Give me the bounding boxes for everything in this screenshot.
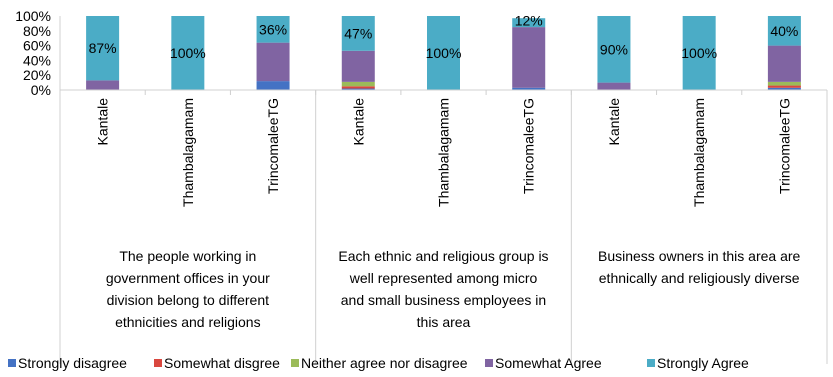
- legend-item: Strongly Agree: [647, 355, 749, 371]
- data-labels: 87% 100% 36% 47% 100% 12% 90% 100% 40%: [89, 12, 799, 61]
- y-tick-label: 60%: [23, 38, 51, 54]
- data-label: 12%: [515, 12, 543, 28]
- data-label: 40%: [770, 23, 798, 39]
- x-axis: Kantale Thambalagamam TrincomaleeTG The peo…: [59, 89, 828, 364]
- group-label: The people working in: [119, 248, 256, 264]
- data-label: 47%: [344, 25, 372, 41]
- x-category-label: Kantale: [350, 98, 366, 146]
- y-tick-label: 100%: [15, 8, 51, 24]
- bar-segment: [512, 27, 546, 88]
- legend: Strongly disagree Somewhat disgree Neither…: [8, 355, 749, 371]
- bar-segment: [512, 18, 546, 28]
- bar-segment: [86, 80, 120, 90]
- bar-segment: [767, 16, 801, 46]
- bar-segment: [767, 45, 801, 82]
- group-label: Each ethnic and religious group is: [338, 248, 548, 264]
- legend-item: Somewhat disgree: [154, 355, 280, 371]
- group-label: well represented among micro: [349, 270, 538, 286]
- bar-segment: [512, 87, 546, 90]
- group-label: and small business employees in: [341, 292, 546, 308]
- group-label: Business owners in this area are: [598, 248, 801, 264]
- bar-segment: [597, 82, 631, 90]
- bar-segment: [256, 81, 290, 90]
- y-tick-label: 0%: [31, 82, 51, 98]
- x-category-label: TrincomaleeTG: [776, 98, 792, 194]
- bar-segment: [341, 16, 375, 51]
- data-label: 36%: [259, 21, 287, 37]
- x-category-label: Thambalagamam: [691, 98, 707, 207]
- x-category-label: TrincomaleeTG: [521, 98, 537, 194]
- legend-item: Somewhat Agree: [485, 355, 602, 371]
- legend-swatch: [8, 359, 16, 367]
- data-label: 90%: [600, 41, 628, 57]
- legend-swatch: [291, 359, 299, 367]
- legend-label: Strongly Agree: [657, 355, 749, 371]
- bar-segment: [767, 81, 801, 86]
- legend-label: Neither agree nor disagree: [301, 355, 468, 371]
- y-axis: 0%20%40%60%80%100%: [15, 8, 61, 98]
- x-category-label: Thambalagamam: [436, 98, 452, 207]
- group-label: division belong to different: [107, 292, 270, 308]
- bar-segment: [86, 16, 120, 81]
- bar-stacks: [86, 16, 801, 90]
- group-label: ethnicities and religions: [115, 314, 261, 330]
- legend-item: Strongly disagree: [8, 355, 127, 371]
- bar-segment: [767, 87, 801, 90]
- bar-segment: [427, 16, 460, 90]
- legend-label: Somewhat disgree: [164, 355, 280, 371]
- bar-segment: [767, 85, 801, 88]
- x-category-label: Thambalagamam: [180, 98, 196, 207]
- bar-segment: [171, 16, 205, 90]
- x-category-label: TrincomaleeTG: [265, 98, 281, 194]
- legend-item: Neither agree nor disagree: [291, 355, 468, 371]
- bar-segment: [256, 42, 290, 82]
- group-label: ethnically and religiously diverse: [599, 270, 800, 286]
- data-label: 100%: [681, 45, 717, 61]
- group-label: government offices in your: [106, 270, 270, 286]
- data-label: 100%: [426, 45, 462, 61]
- bar-segment: [341, 81, 375, 87]
- bar-segment: [682, 16, 716, 90]
- bar-segment: [341, 50, 375, 82]
- y-tick-label: 40%: [23, 52, 51, 68]
- legend-swatch: [485, 359, 493, 367]
- y-tick-label: 80%: [23, 23, 51, 39]
- y-tick-label: 20%: [23, 67, 51, 83]
- group-label: this area: [417, 314, 471, 330]
- data-label: 100%: [170, 45, 206, 61]
- x-category-label: Kantale: [95, 98, 111, 146]
- legend-swatch: [154, 359, 162, 367]
- bar-segment: [341, 88, 375, 90]
- bar-segment: [256, 16, 290, 43]
- bar-segment: [341, 86, 375, 89]
- bar-segment: [597, 16, 631, 83]
- data-label: 87%: [89, 40, 117, 56]
- legend-label: Somewhat Agree: [495, 355, 602, 371]
- legend-swatch: [647, 359, 655, 367]
- legend-label: Strongly disagree: [18, 355, 127, 371]
- x-category-label: Kantale: [606, 98, 622, 146]
